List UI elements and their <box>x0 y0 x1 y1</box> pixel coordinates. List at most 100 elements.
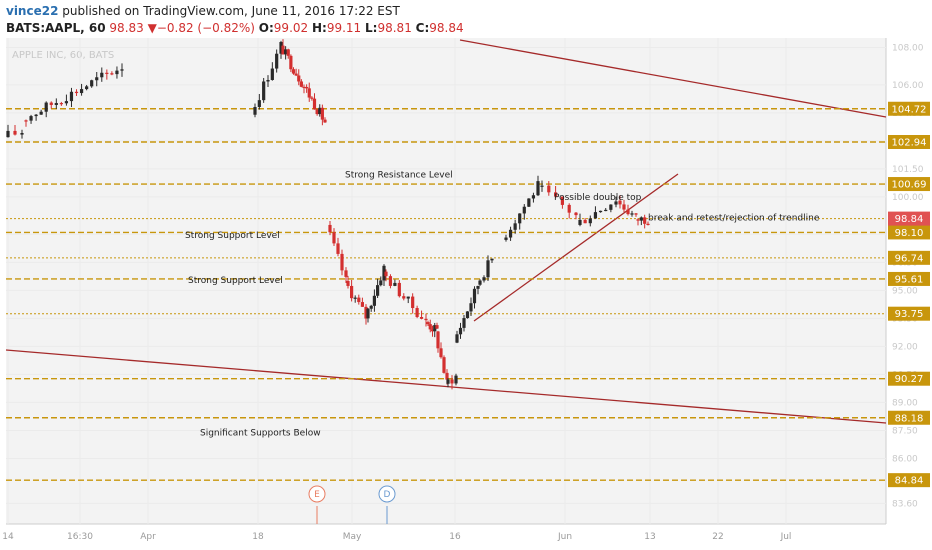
candle-body <box>458 327 463 335</box>
candle-body <box>445 372 449 380</box>
published-text: published on TradingView.com, June 11, 2… <box>62 4 400 18</box>
price-tick-label: 86.00 <box>892 454 918 464</box>
time-tick-label: 14 <box>2 532 14 542</box>
candle-body <box>554 192 558 197</box>
candle-body <box>366 308 370 319</box>
price-chart[interactable]: APPLE INC, 60, BATS 83.60 86.00 87.50 89.00… <box>0 38 932 550</box>
candle-body <box>323 119 327 123</box>
event-markers: E D <box>308 485 396 524</box>
current-price-label: 98.84 <box>895 214 924 225</box>
candle-body <box>85 86 89 90</box>
chart-annotation[interactable]: Possible double top <box>554 193 642 203</box>
candle-body <box>406 296 410 299</box>
level-price-label: 90.27 <box>895 374 924 385</box>
candle-body <box>74 91 79 94</box>
candle-body <box>270 68 274 80</box>
gridlines <box>6 38 886 524</box>
candle-body <box>376 285 380 296</box>
candle-body <box>59 103 63 105</box>
candle-body <box>95 77 99 81</box>
last-price: 98.83 <box>109 21 144 35</box>
candle-body <box>297 75 301 82</box>
candle-body <box>372 295 376 306</box>
candle-body <box>588 218 592 224</box>
candle-body <box>465 311 470 319</box>
candle-body <box>379 280 383 286</box>
candle-body <box>634 213 638 215</box>
upper-downtrend-line[interactable] <box>459 39 887 118</box>
level-price-badge <box>888 101 930 116</box>
candle-body <box>578 219 582 225</box>
chart-annotation[interactable]: Strong Support Level <box>185 231 280 241</box>
candle-body <box>424 318 428 321</box>
candle-body <box>340 253 344 271</box>
candle-body <box>291 69 296 74</box>
candle-body <box>622 204 626 210</box>
price-tick-label: 87.50 <box>892 426 918 436</box>
candle-body <box>286 49 290 56</box>
candle-body <box>518 213 522 224</box>
lower-downtrend-line[interactable] <box>5 349 887 424</box>
candle-body <box>609 204 613 210</box>
candle-body <box>6 130 10 138</box>
candle-body <box>583 219 587 224</box>
level-price-badge <box>888 473 930 488</box>
candlestick-series <box>6 39 650 390</box>
publish-line: vince22 published on TradingView.com, Ju… <box>6 4 400 18</box>
earnings-event-icon[interactable] <box>308 485 326 503</box>
author-link[interactable]: vince22 <box>6 4 59 18</box>
candle-body <box>350 285 354 299</box>
candle-body <box>598 210 603 213</box>
candle-body <box>344 270 348 277</box>
chart-annotation[interactable]: Significant Supports Below <box>200 428 321 438</box>
candle-body <box>307 88 311 98</box>
candle-body <box>34 114 38 117</box>
low-value: 98.81 <box>377 21 412 35</box>
candle-body <box>69 91 74 102</box>
dividend-event-icon[interactable] <box>378 485 396 503</box>
price-tick-label: 101.50 <box>892 165 924 175</box>
candle-body <box>522 206 526 214</box>
candle-body <box>486 260 490 278</box>
candle-body <box>110 73 114 75</box>
candle-body <box>513 223 517 230</box>
current-price-badge <box>888 211 930 226</box>
candle-body <box>79 89 84 94</box>
candle-body <box>54 103 58 105</box>
price-tick-label: 89.00 <box>892 398 918 408</box>
earnings-event-letter: E <box>314 490 320 500</box>
candle-body <box>24 120 28 122</box>
candle-body <box>20 133 24 135</box>
candle-body <box>105 72 109 74</box>
candle-body <box>643 217 647 224</box>
candle-body <box>455 334 459 343</box>
candle-body <box>284 49 288 55</box>
level-price-badge <box>888 306 930 321</box>
candle-body <box>262 81 266 101</box>
level-price-label: 102.94 <box>892 138 927 149</box>
uptrend-line[interactable] <box>473 173 679 322</box>
level-price-badge <box>888 371 930 386</box>
chart-annotation[interactable]: Strong Support Level <box>188 276 283 286</box>
candle-body <box>469 303 473 312</box>
candle-body <box>626 209 630 215</box>
level-price-label: 100.69 <box>892 180 927 191</box>
candle-body <box>508 229 513 238</box>
chart-annotation[interactable]: break and retest/rejection of trendline <box>648 213 820 223</box>
level-price-label: 98.10 <box>895 228 924 239</box>
plot-area[interactable] <box>6 38 886 524</box>
candle-body <box>472 288 477 304</box>
price-tick-label: 100.00 <box>892 193 924 203</box>
symbol-watermark: APPLE INC, 60, BATS <box>12 50 114 61</box>
time-tick-label: 16:30 <box>67 532 93 542</box>
candle-body <box>312 98 317 110</box>
candle-body <box>482 277 486 281</box>
candle-body <box>310 97 314 99</box>
chart-annotation[interactable]: Strong Resistance Level <box>345 171 453 181</box>
candle-body <box>13 130 17 135</box>
candle-body <box>257 100 261 107</box>
level-price-label: 84.84 <box>895 476 924 487</box>
candle-body <box>435 325 439 329</box>
candle-body <box>364 306 368 319</box>
candle-body <box>604 209 608 212</box>
